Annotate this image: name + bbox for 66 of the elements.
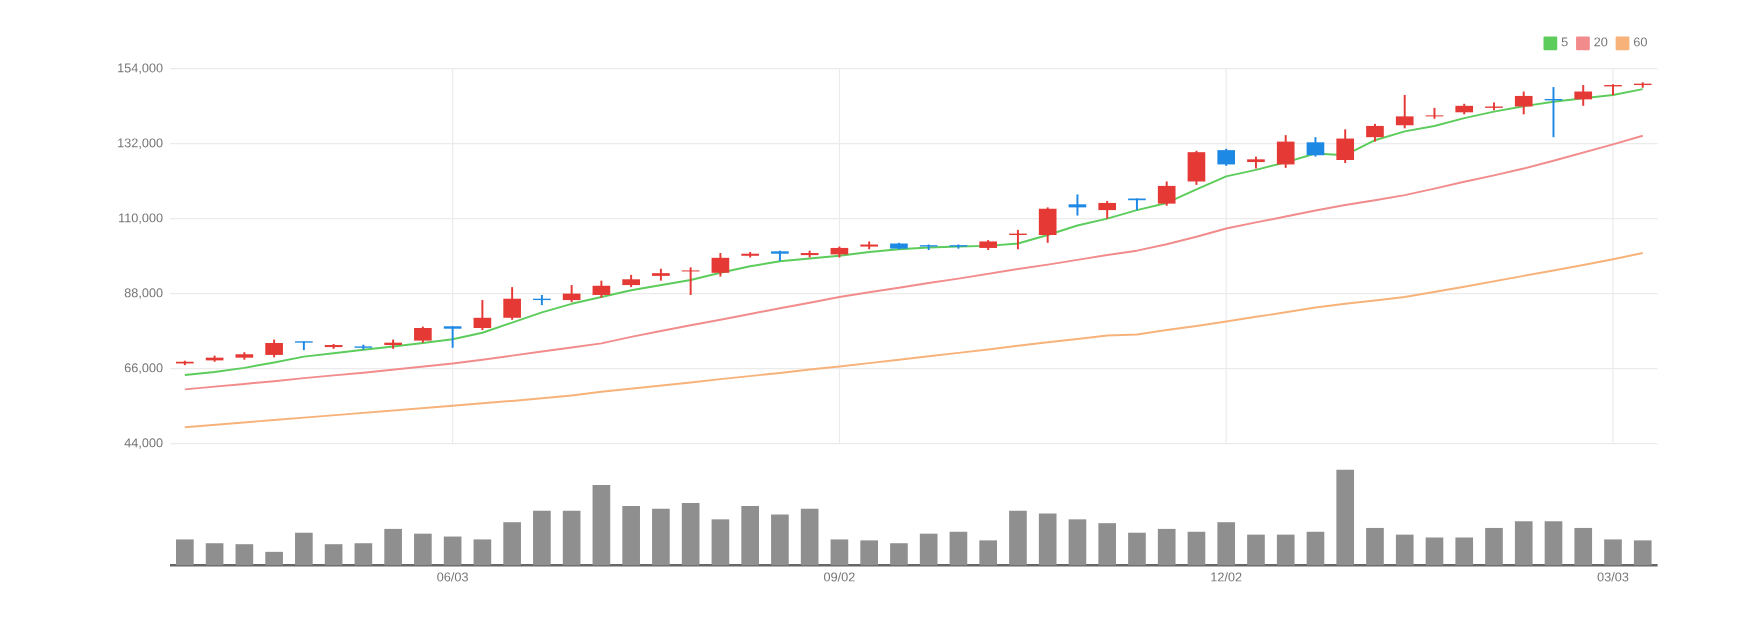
bar xyxy=(890,543,908,566)
bar xyxy=(354,543,373,566)
bar xyxy=(1425,537,1444,566)
bar xyxy=(414,533,432,566)
bar xyxy=(830,539,849,566)
bar xyxy=(1366,527,1384,566)
candlestick xyxy=(443,325,462,349)
bar xyxy=(443,536,462,566)
bar xyxy=(949,531,968,566)
bar xyxy=(652,508,670,566)
bar xyxy=(1485,527,1503,566)
bar xyxy=(1276,534,1295,566)
bar xyxy=(1009,510,1027,566)
bar xyxy=(176,539,194,566)
candlestick xyxy=(1187,149,1206,186)
bar xyxy=(1514,521,1533,566)
candlestick xyxy=(711,252,730,278)
bar xyxy=(1068,519,1087,566)
bar xyxy=(265,551,283,566)
bar xyxy=(681,503,700,566)
candlestick xyxy=(1574,84,1593,107)
bar xyxy=(1306,531,1325,566)
bar xyxy=(711,519,730,566)
bar xyxy=(771,514,789,566)
bar xyxy=(800,508,819,566)
bar xyxy=(1455,537,1474,566)
bar xyxy=(1604,539,1622,566)
bar xyxy=(741,506,759,566)
bar xyxy=(1633,540,1652,566)
bar xyxy=(1187,531,1206,566)
bar xyxy=(979,540,998,566)
candlestick xyxy=(1425,106,1444,120)
bar xyxy=(205,543,224,566)
bar xyxy=(533,510,551,566)
candlestick xyxy=(681,266,700,296)
candlestick xyxy=(1068,193,1087,217)
bar xyxy=(235,544,254,566)
bar xyxy=(1038,513,1057,566)
candlestick xyxy=(1038,206,1057,244)
bar xyxy=(1128,532,1146,566)
bar xyxy=(1247,534,1265,566)
bar xyxy=(1217,522,1236,566)
bar xyxy=(1157,528,1176,566)
bar xyxy=(1544,521,1563,566)
bar xyxy=(503,522,521,566)
bar xyxy=(295,532,313,566)
candlestick xyxy=(503,286,521,321)
candlestick xyxy=(473,299,492,332)
bar xyxy=(1395,534,1414,566)
bar xyxy=(860,540,879,566)
candlestick xyxy=(1514,90,1533,116)
bar xyxy=(473,539,492,566)
candlestick xyxy=(1336,128,1355,165)
bar xyxy=(1574,527,1593,566)
candlestick xyxy=(1276,134,1295,169)
bar xyxy=(324,544,343,566)
candlestick xyxy=(1157,180,1176,207)
bar xyxy=(1336,469,1355,566)
bar xyxy=(1098,523,1117,566)
bar xyxy=(622,506,640,566)
bar xyxy=(562,510,581,566)
bar xyxy=(592,484,611,566)
bar xyxy=(384,528,402,566)
candlestick xyxy=(1395,93,1414,130)
bar xyxy=(919,533,938,566)
candlestick xyxy=(1306,136,1325,158)
